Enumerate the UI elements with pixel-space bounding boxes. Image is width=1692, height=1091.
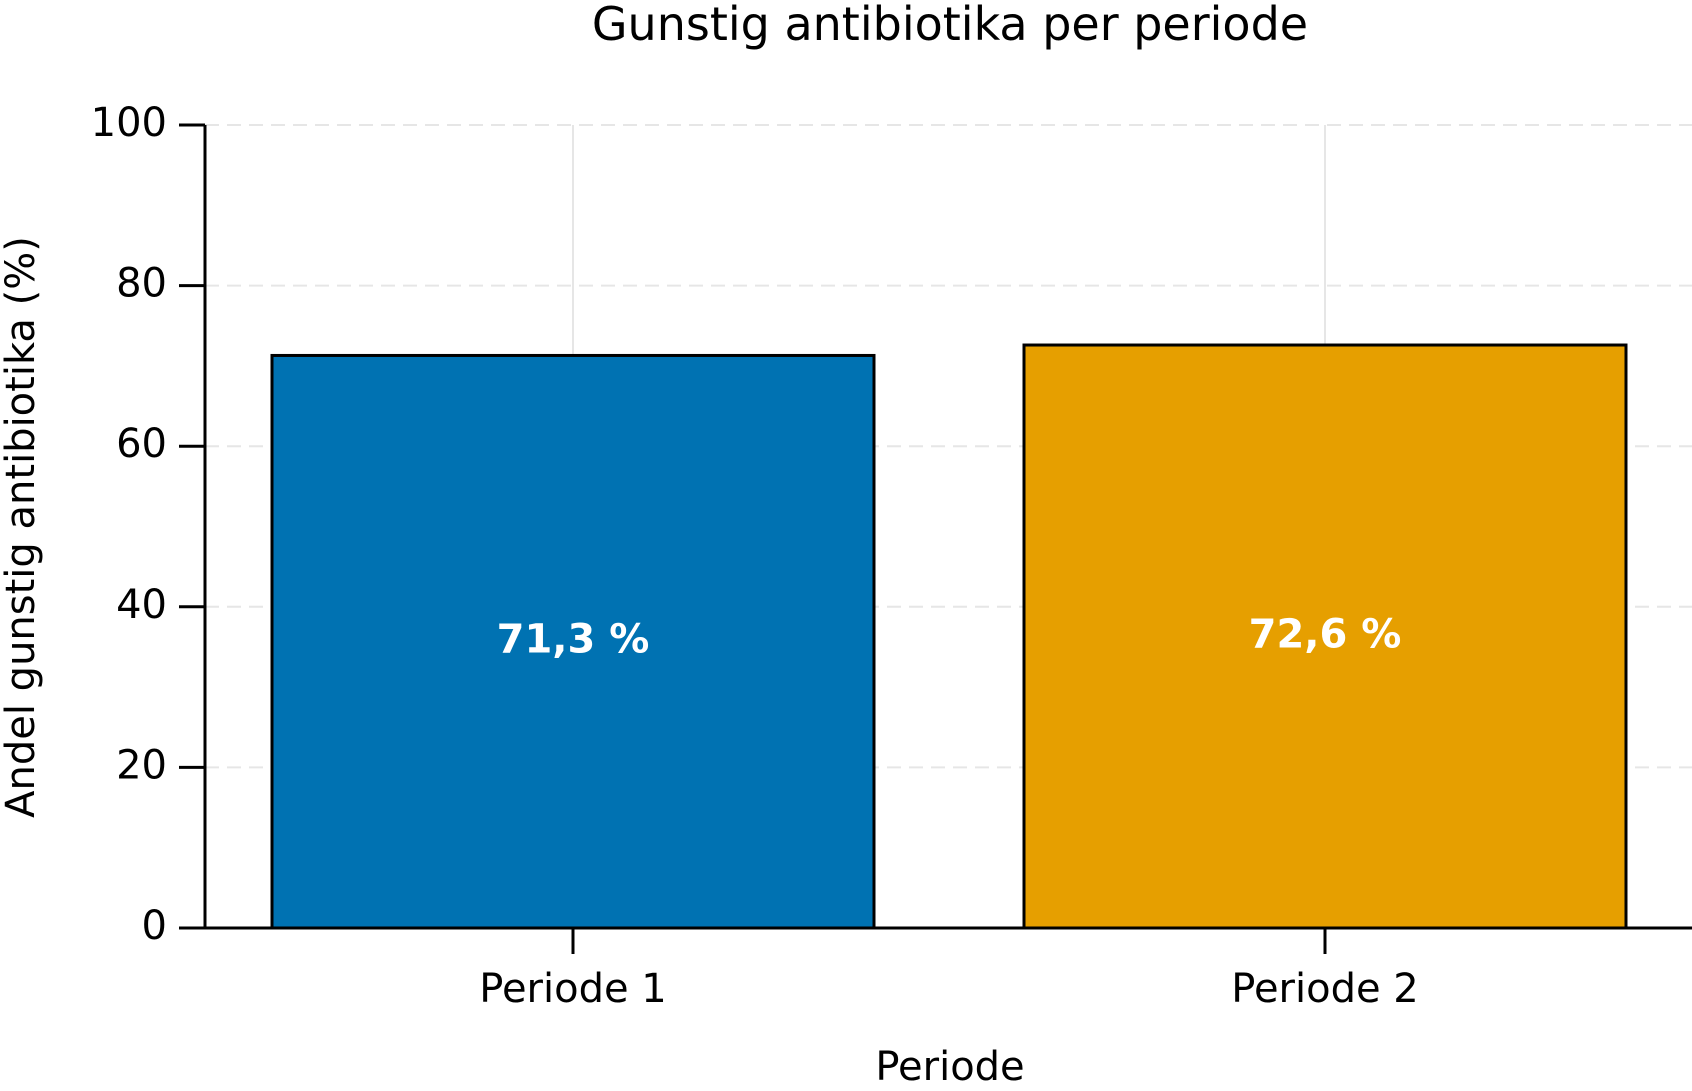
x-tick-label: Periode 2 [1231, 966, 1419, 1012]
x-tick-label: Periode 1 [479, 966, 667, 1012]
y-tick-label: 100 [91, 100, 167, 146]
bar-1 [270, 353, 876, 930]
x-ticks: Periode 1 Periode 2 [479, 928, 1419, 1012]
bar-value-label: 71,3 % [497, 617, 650, 663]
y-tick-label: 40 [116, 582, 167, 628]
y-tick-label: 80 [116, 261, 167, 307]
x-axis-label: Periode [875, 1044, 1024, 1090]
y-ticks: 0 20 40 60 80 100 [91, 100, 205, 949]
bar-value-label: 72,6 % [1249, 612, 1402, 658]
y-tick-label: 60 [116, 421, 167, 467]
bars: 71,3 % 72,6 % [270, 343, 1628, 930]
chart-title: Gunstig antibiotika per periode [592, 0, 1308, 51]
y-tick-label: 20 [116, 742, 167, 788]
y-tick-label: 0 [142, 903, 167, 949]
axes [203, 125, 1692, 930]
y-axis-label: Andel gunstig antibiotika (%) [0, 236, 44, 818]
